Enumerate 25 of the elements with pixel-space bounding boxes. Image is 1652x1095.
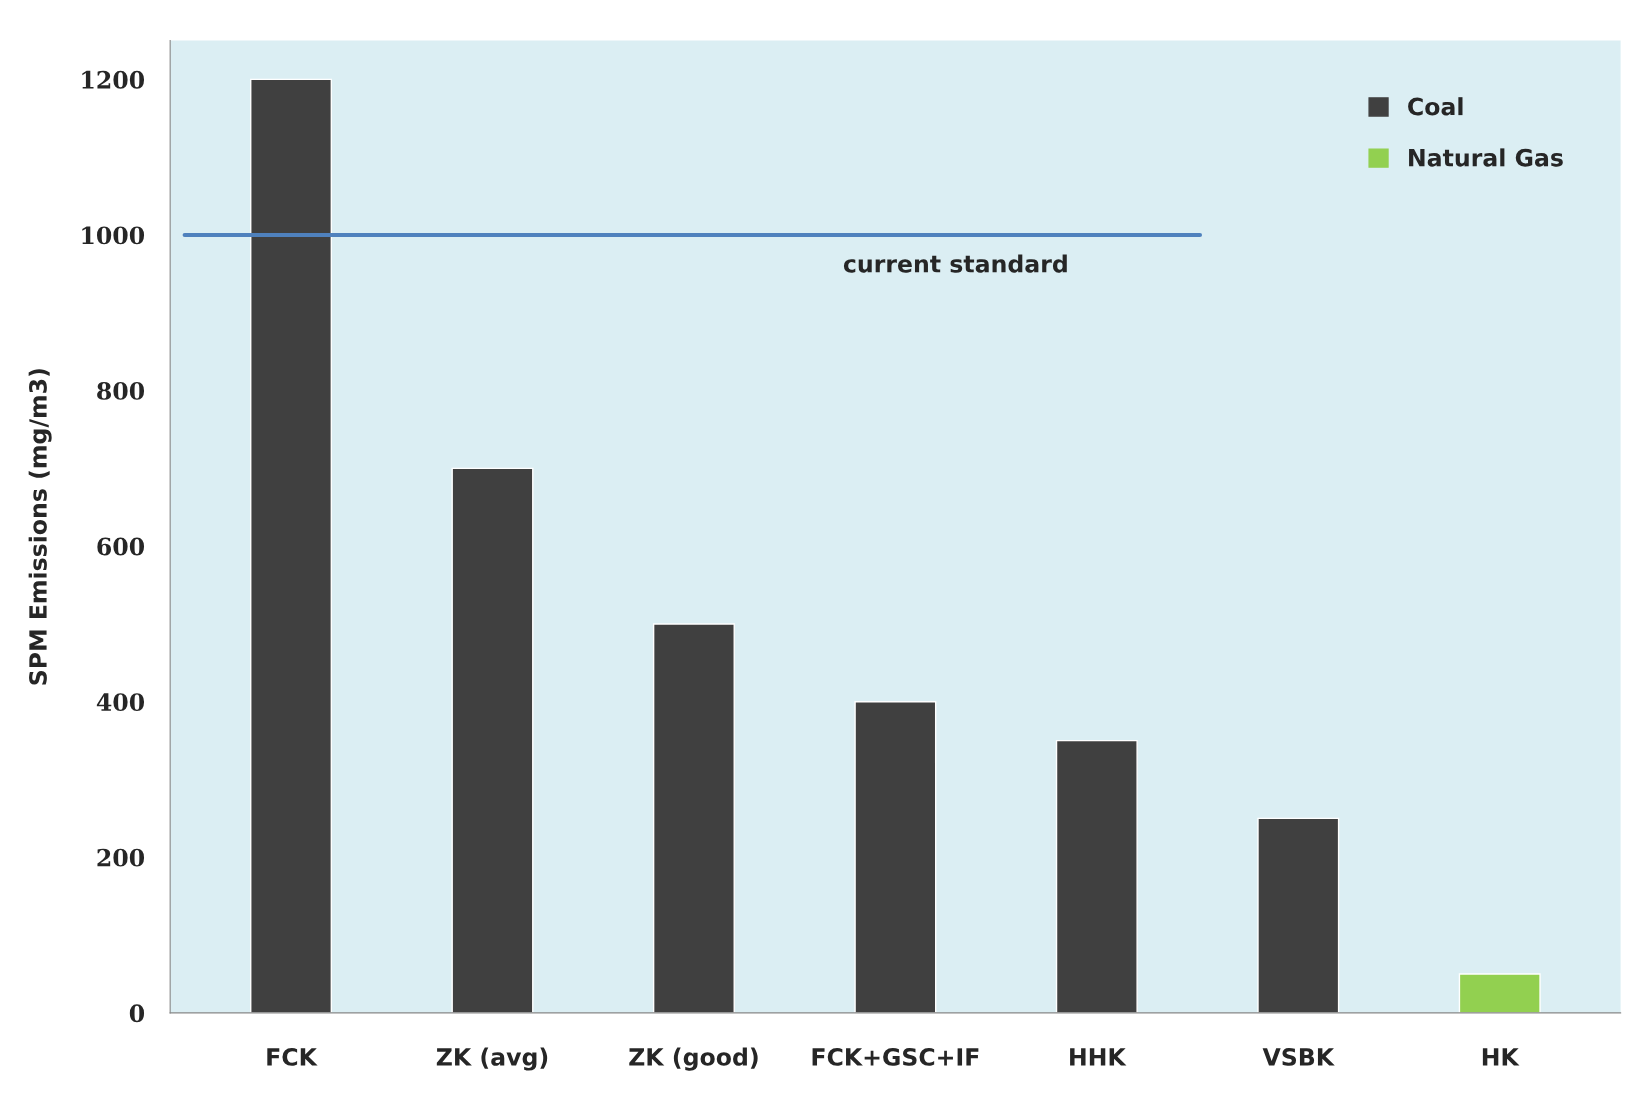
- x-tick-label: FCK+GSC+IF: [812, 1048, 979, 1066]
- bar: [1257, 817, 1340, 1013]
- legend-label: Natural Gas: [1409, 148, 1563, 167]
- bar: [1055, 739, 1138, 1013]
- x-tick-label: ZK (good): [629, 1047, 758, 1071]
- legend-label: Coal: [1408, 97, 1463, 116]
- y-tick-label: 600: [97, 537, 145, 556]
- y-tick-label: 1000: [82, 226, 145, 245]
- y-tick-label: 400: [96, 693, 145, 712]
- ref-line-label: current standard: [843, 254, 1067, 273]
- bar: [451, 467, 534, 1013]
- x-tick-label: FCK: [267, 1048, 318, 1066]
- y-axis-title: SPM Emissions (mg/m3): [28, 369, 52, 685]
- bar: [250, 78, 333, 1013]
- bar: [854, 701, 937, 1013]
- x-tick-label: ZK (avg): [436, 1047, 548, 1071]
- y-tick-label: 0: [129, 1004, 145, 1023]
- x-tick-label: HHK: [1070, 1048, 1127, 1066]
- y-tick-label: 200: [97, 848, 145, 867]
- bar: [1458, 973, 1541, 1013]
- x-tick-label: VSBK: [1262, 1048, 1335, 1066]
- x-tick-label: HK: [1482, 1048, 1520, 1066]
- bar: [652, 623, 735, 1013]
- y-tick-label: 1200: [82, 70, 145, 89]
- y-tick-label: 800: [97, 382, 145, 400]
